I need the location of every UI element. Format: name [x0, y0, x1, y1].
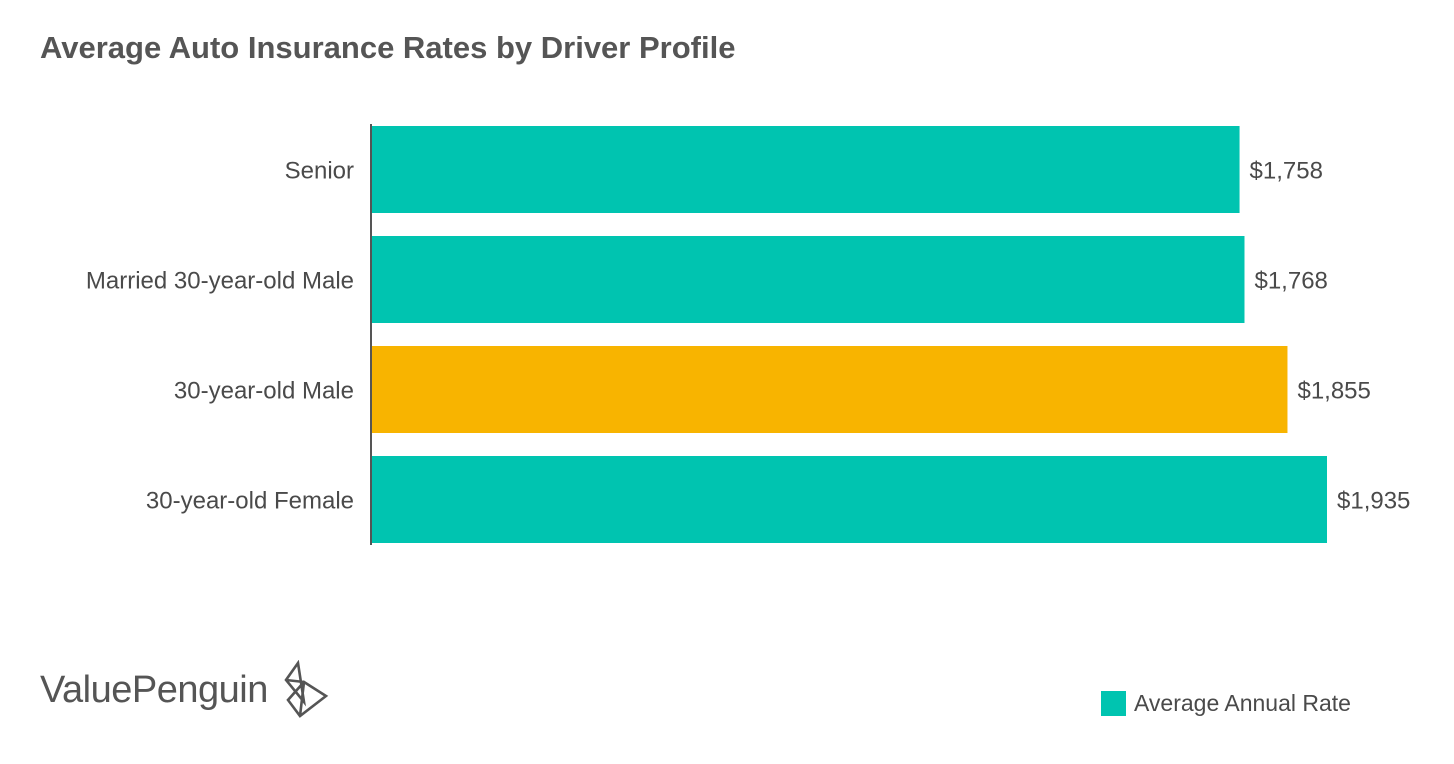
brand-logo: ValuePenguin [40, 660, 332, 720]
brand-name: ValuePenguin [40, 668, 268, 711]
data-label: $1,758 [1250, 158, 1323, 185]
category-label: Senior [285, 158, 354, 185]
category-label: Married 30-year-old Male [86, 268, 354, 295]
category-label: 30-year-old Female [146, 488, 354, 515]
bar-1 [371, 126, 1240, 213]
valuepenguin-logo-icon [284, 660, 329, 718]
chart-title: Average Auto Insurance Rates by Driver P… [40, 30, 736, 65]
data-label: $1,935 [1337, 488, 1410, 515]
legend-swatch [1101, 691, 1126, 716]
category-label: 30-year-old Male [174, 378, 354, 405]
bar-4 [371, 456, 1327, 543]
bar-3 [371, 346, 1288, 433]
data-label: $1,855 [1297, 378, 1370, 405]
bar-2 [371, 236, 1245, 323]
legend-label: Average Annual Rate [1134, 690, 1351, 716]
data-label: $1,768 [1254, 268, 1327, 295]
chart-legend: Average Annual Rate [1101, 690, 1351, 717]
